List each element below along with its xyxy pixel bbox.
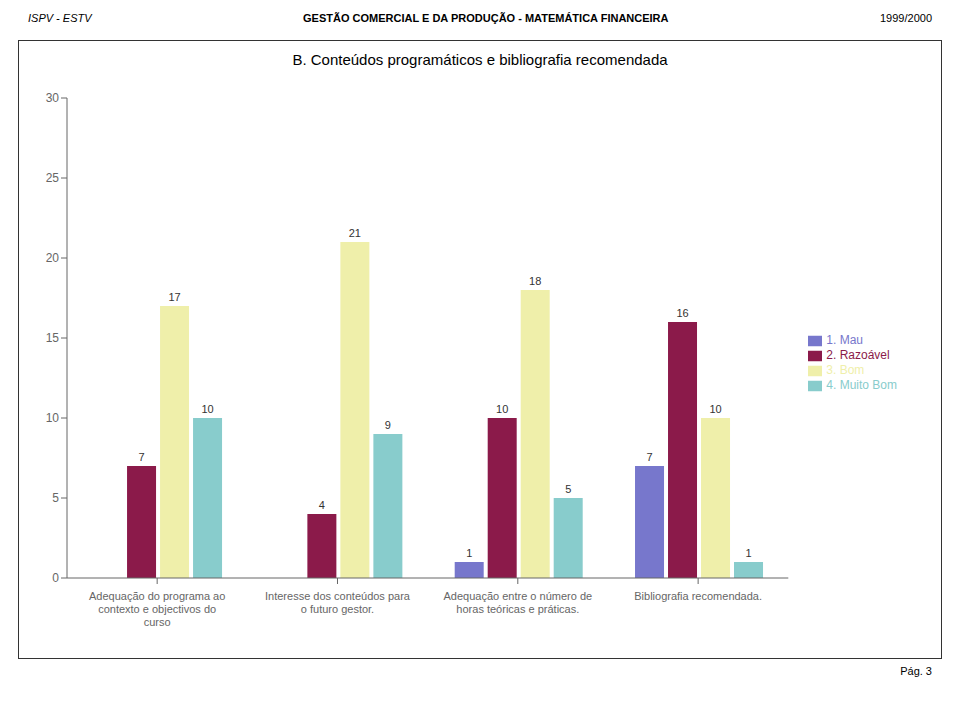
html-text:2. Razoável: 2. Razoável — [826, 348, 890, 363]
svg-text:16: 16 — [676, 307, 688, 319]
svg-text:10: 10 — [201, 403, 213, 415]
svg-text:20: 20 — [46, 251, 60, 265]
svg-text:10: 10 — [46, 411, 60, 425]
svg-text:9: 9 — [385, 419, 391, 431]
svg-text:18: 18 — [529, 275, 541, 287]
html-text:ISPV - ESTV: ISPV - ESTV — [28, 12, 92, 24]
svg-text:4: 4 — [319, 499, 325, 511]
svg-text:Bibliografia recomendada.: Bibliografia recomendada. — [634, 590, 762, 602]
svg-text:5: 5 — [565, 483, 571, 495]
html-text:GESTÃO COMERCIAL E DA PRODUÇÃO: GESTÃO COMERCIAL E DA PRODUÇÃO - MATEMÁT… — [303, 12, 669, 24]
svg-text:21: 21 — [349, 227, 361, 239]
html-text:4. Muito Bom: 4. Muito Bom — [826, 377, 897, 392]
svg-text:Interesse dos conteúdos parao: Interesse dos conteúdos parao futuro ges… — [265, 590, 411, 615]
svg-text:15: 15 — [46, 331, 60, 345]
svg-text:5: 5 — [52, 491, 59, 505]
svg-text:Adequação do programa aocontex: Adequação do programa aocontexto e objec… — [89, 590, 225, 628]
svg-text:0: 0 — [52, 571, 59, 585]
svg-text:7: 7 — [646, 451, 652, 463]
svg-text:1: 1 — [745, 547, 751, 559]
svg-text:30: 30 — [46, 91, 60, 105]
html-text:Pág. 3: Pág. 3 — [900, 665, 932, 677]
html-text:B. Conteúdos programáticos e b: B. Conteúdos programáticos e bibliografi… — [292, 51, 668, 68]
svg-text:10: 10 — [709, 403, 721, 415]
svg-text:25: 25 — [46, 171, 60, 185]
svg-text:7: 7 — [138, 451, 144, 463]
svg-text:17: 17 — [168, 291, 180, 303]
html-text:3. Bom: 3. Bom — [826, 363, 865, 377]
svg-text:10: 10 — [496, 403, 508, 415]
svg-text:Adequação entre o número dehor: Adequação entre o número dehoras teórica… — [444, 590, 593, 615]
svg-text:1: 1 — [466, 547, 472, 559]
html-text:1999/2000: 1999/2000 — [880, 12, 932, 24]
html-text:1. Mau: 1. Mau — [826, 333, 863, 348]
